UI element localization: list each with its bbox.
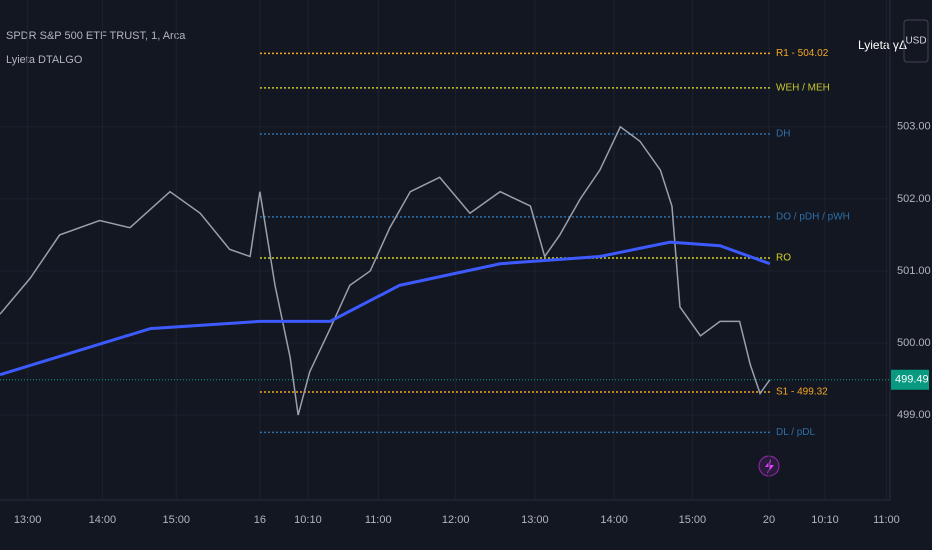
x-tick-label: 13:00 bbox=[521, 514, 549, 526]
chart-title: SPDR S&P 500 ETF TRUST, 1, Arca bbox=[6, 30, 186, 42]
x-tick-label: 11:00 bbox=[365, 514, 392, 526]
alert-bolt bbox=[765, 459, 774, 474]
y-tick-label: 499.00 bbox=[897, 409, 931, 421]
y-tick-label: 500.00 bbox=[897, 337, 931, 349]
indicator-name: Lyieta DTALGO bbox=[6, 54, 83, 66]
y-tick-label: 501.00 bbox=[897, 265, 931, 277]
x-tick-label: 14:00 bbox=[89, 514, 117, 526]
x-tick-label: 12:00 bbox=[442, 514, 470, 526]
level-label: R1 - 504.02 bbox=[776, 48, 829, 59]
x-tick-label: 10:10 bbox=[294, 514, 322, 526]
x-tick-label: 13:00 bbox=[14, 514, 42, 526]
currency[interactable]: USD bbox=[905, 36, 926, 47]
x-tick-label: 14:00 bbox=[600, 514, 628, 526]
level-label: DO / pDH / pWH bbox=[776, 212, 850, 223]
currency-box[interactable] bbox=[903, 19, 929, 63]
last-price-box bbox=[891, 369, 929, 390]
level-label: WEH / MEH bbox=[776, 83, 830, 94]
x-tick-label: 20 bbox=[763, 514, 775, 526]
price-line bbox=[0, 125, 771, 416]
brand: Lyieta γΔ bbox=[858, 38, 907, 52]
price-line bbox=[0, 240, 771, 377]
x-tick-label: 11:00 bbox=[873, 514, 900, 526]
level-label: DH bbox=[776, 129, 790, 140]
x-tick-label: 15:00 bbox=[679, 514, 707, 526]
x-tick-label: 15:00 bbox=[162, 514, 190, 526]
level-label: RO bbox=[776, 253, 791, 264]
y-tick-label: 503.00 bbox=[897, 121, 931, 133]
x-tick-label: 16 bbox=[254, 514, 266, 526]
y-tick-label: 502.00 bbox=[897, 193, 931, 205]
level-label: DL / pDL bbox=[776, 427, 816, 438]
x-tick-label: 10:10 bbox=[811, 514, 839, 526]
last-price-label: 499.49 bbox=[895, 374, 929, 386]
level-label: S1 - 499.32 bbox=[776, 387, 828, 398]
